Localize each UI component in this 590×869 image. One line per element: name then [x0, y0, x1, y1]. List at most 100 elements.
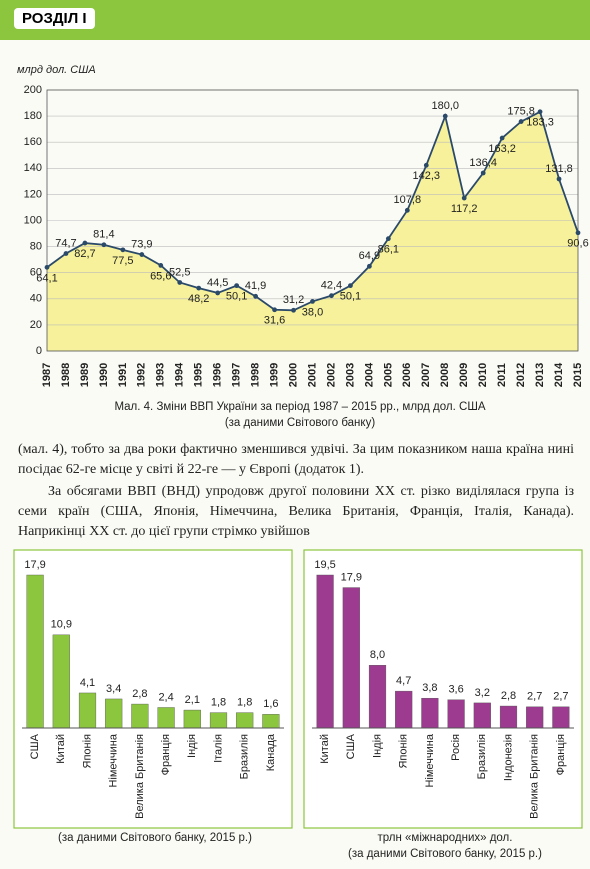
point	[556, 176, 562, 182]
value-label: 10,9	[51, 619, 72, 631]
caption-line: (за даними Світового банку)	[224, 417, 376, 429]
value-label: 42,4	[321, 280, 342, 292]
x-tick-label: 1996	[212, 363, 224, 387]
x-tick-label: 1991	[117, 363, 129, 387]
value-label: 65,6	[150, 270, 171, 282]
x-tick-label: 2014	[553, 362, 565, 387]
x-tick-label: Велика Британія	[134, 734, 146, 819]
y-tick-label: 140	[24, 162, 42, 174]
bar	[342, 587, 360, 729]
value-label: 50,1	[340, 291, 361, 303]
point	[44, 264, 50, 270]
value-label: 17,9	[24, 559, 45, 571]
y-tick-label: 80	[30, 241, 42, 253]
value-label: 183,3	[526, 117, 554, 129]
value-label: 175,8	[507, 105, 535, 117]
bar	[447, 699, 465, 729]
point	[215, 290, 221, 296]
x-tick-label: Росія	[450, 734, 462, 761]
value-label: 48,2	[188, 293, 209, 305]
value-label: 81,4	[93, 229, 114, 241]
value-label: 4,7	[396, 675, 411, 687]
point	[537, 109, 543, 115]
value-label: 86,1	[378, 244, 399, 256]
value-label: 8,0	[370, 649, 385, 661]
point	[385, 236, 391, 242]
point	[234, 283, 240, 289]
plot-frame	[46, 89, 579, 352]
x-tick-label: Індонезія	[502, 734, 514, 781]
value-label: 1,8	[237, 697, 252, 709]
bar	[209, 712, 228, 729]
value-label: 64,1	[36, 272, 57, 284]
value-label: 136,4	[469, 157, 497, 169]
value-label: 31,6	[264, 315, 285, 327]
bar	[183, 709, 201, 729]
bar	[52, 634, 70, 729]
x-tick-label: 1990	[98, 363, 110, 387]
x-tick-label: Франція	[160, 734, 172, 775]
caption: Мал. 4. Зміни ВВП України за період 1987…	[60, 399, 540, 431]
value-label: 52,5	[169, 266, 190, 278]
y-tick-label: 20	[30, 319, 42, 331]
x-tick-label: 1998	[250, 363, 262, 387]
value-label: 117,2	[451, 203, 478, 215]
x-tick-label: Велика Британія	[529, 734, 541, 819]
bar	[26, 574, 44, 729]
x-tick-label: 2002	[325, 363, 337, 387]
caption-line: (за даними Світового банку, 2015 р.)	[348, 848, 542, 860]
y-tick-label: 60	[30, 267, 42, 279]
value-label: 180,0	[431, 100, 459, 112]
point	[329, 293, 334, 299]
x-tick-label: Канада	[265, 733, 277, 771]
bar	[131, 703, 149, 729]
x-tick-label: 1993	[155, 363, 167, 387]
x-tick-label: Бразилія	[476, 734, 488, 779]
point	[291, 307, 296, 313]
x-tick-label: 2009	[458, 363, 470, 387]
y-tick-label: 100	[24, 214, 42, 226]
point	[177, 280, 183, 285]
section-title: РОЗДІЛ I	[14, 8, 95, 29]
value-label: 38,0	[302, 306, 323, 318]
point	[139, 252, 145, 257]
bar	[316, 574, 334, 729]
x-tick-label: Китай	[55, 734, 67, 764]
y-tick-label: 0	[36, 345, 42, 357]
x-tick-label: 2000	[287, 363, 299, 387]
point	[120, 247, 126, 253]
value-label: 3,2	[475, 687, 490, 699]
x-tick-label: 1988	[60, 363, 72, 387]
value-label: 2,4	[158, 691, 173, 703]
value-label: 131,8	[545, 163, 573, 175]
point	[423, 162, 429, 168]
value-label: 82,7	[74, 248, 95, 260]
bar	[526, 706, 544, 729]
y-tick-label: 180	[24, 110, 42, 122]
value-label: 3,8	[422, 682, 437, 694]
x-tick-label: 2006	[401, 363, 413, 387]
value-label: 163,2	[488, 143, 516, 155]
point	[404, 207, 410, 213]
point	[63, 251, 69, 256]
x-tick-label: Бразилія	[239, 734, 251, 779]
x-tick-label: США	[29, 733, 41, 759]
point	[310, 299, 315, 304]
point	[101, 242, 107, 248]
value-label: 3,6	[448, 684, 463, 696]
point	[82, 240, 88, 246]
value-label: 2,1	[185, 694, 200, 706]
x-tick-label: Індія	[371, 734, 383, 758]
value-label: 17,9	[341, 571, 362, 583]
value-label: 2,8	[132, 688, 147, 700]
x-tick-label: 2012	[515, 363, 527, 387]
x-tick-label: Німеччина	[108, 733, 120, 787]
y-tick-label: 40	[30, 293, 42, 305]
point	[575, 230, 581, 236]
x-tick-label: 2015	[572, 363, 584, 387]
x-tick-label: 2004	[363, 362, 375, 387]
bar	[421, 697, 439, 729]
x-tick-label: 1999	[268, 363, 280, 387]
